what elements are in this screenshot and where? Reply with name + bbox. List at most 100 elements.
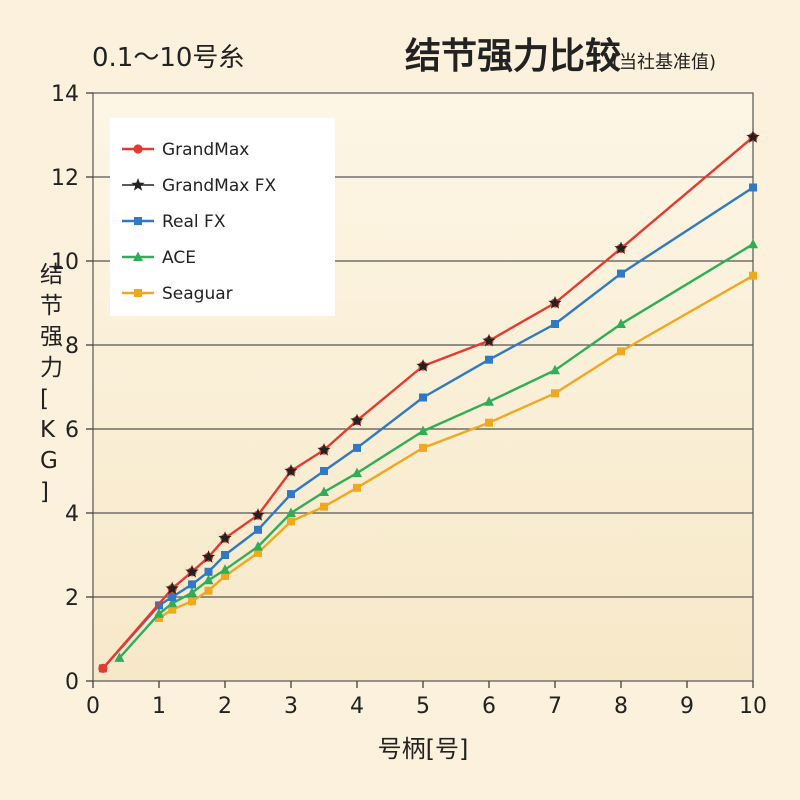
data-point-grandmax-fx [614,241,628,255]
data-point-seaguar [155,614,163,622]
chart-title: 结节强力比较 [405,36,621,77]
x-tick-label: 9 [680,694,694,719]
legend-label: Seaguar [162,284,233,304]
data-point-real-fx [254,525,262,534]
data-point-grandmax-fx [284,464,298,477]
legend-item-real-fx: Real FX [122,212,226,232]
data-point-ace [187,587,197,597]
series-real-fx [98,183,757,673]
data-point-real-fx [287,490,295,499]
data-point-grandmax-fx [416,359,430,372]
data-point-grandmax-fx [350,413,364,427]
series-seaguar [155,271,757,622]
data-point-grandmax-fx [218,531,232,544]
x-tick-label: 1 [152,694,166,719]
x-tick-label: 4 [350,694,364,719]
legend-label: ACE [162,248,196,268]
data-point-seaguar [320,502,328,511]
data-point-grandmax [98,663,108,674]
legend-marker-ace [133,251,143,261]
legend-item-grandmax: GrandMax [122,140,249,160]
y-tick-label: 14 [51,82,79,107]
x-tick-label: 5 [416,694,430,719]
data-point-grandmax-fx [482,333,496,347]
legend-marker-real-fx [134,217,142,225]
y-tick-label: 12 [51,166,79,191]
x-tick-label: 8 [614,694,628,719]
data-point-ace [154,608,164,618]
legend-marker-grandmax [133,144,143,154]
series-lines [98,130,760,674]
data-point-ace [484,396,494,406]
data-point-seaguar [485,418,493,427]
data-point-seaguar [749,271,757,280]
data-point-ace [220,564,230,574]
data-point-ace [114,652,125,662]
data-point-seaguar [419,443,427,452]
data-point-ace [748,238,758,249]
y-tick-label: 10 [51,250,79,275]
data-point-real-fx [204,567,213,576]
x-tick-label: 2 [218,694,232,719]
data-point-real-fx [353,443,361,452]
legend-box [110,118,335,316]
chart-title-note: (当社基准值) [612,52,716,73]
chart-subtitle: 0.1～10号糸 [92,43,244,73]
data-point-grandmax-fx [548,296,562,309]
data-point-real-fx [749,183,757,192]
data-point-seaguar [617,347,625,356]
x-axis-title: 号柄[号] [378,735,469,763]
y-tick-label: 4 [65,502,79,527]
legend-item-ace: ACE [122,248,196,268]
data-point-seaguar [551,389,559,398]
series-grandmax-fx [165,130,760,595]
y-tick-label: 6 [65,418,79,443]
legend: GrandMax GrandMax FX Real FX ACE Seaguar [110,118,335,316]
data-point-ace [352,467,362,478]
x-tick-label: 3 [284,694,298,719]
x-tick-label: 6 [482,694,496,719]
data-point-seaguar [168,605,177,614]
legend-marker-seaguar [134,289,142,297]
data-point-grandmax-fx [201,550,216,563]
data-point-real-fx [320,467,328,475]
legend-marker-grandmax-fx [131,178,145,191]
series-ace [114,238,758,662]
legend-label: Real FX [162,212,226,232]
x-tick-label: 10 [739,694,767,719]
data-point-seaguar [188,597,196,606]
data-point-real-fx [221,551,229,559]
data-point-seaguar [204,586,213,595]
data-point-ace [418,425,428,436]
legend-label: GrandMax [162,140,249,160]
data-point-real-fx [551,320,559,328]
data-point-ace [167,597,178,608]
data-point-real-fx [617,269,625,278]
data-point-ace [550,364,560,375]
data-point-seaguar [221,572,229,580]
data-point-seaguar [353,483,361,492]
data-point-grandmax-fx [317,443,331,456]
legend-item-seaguar: Seaguar [122,284,233,304]
data-point-ace [319,486,329,496]
data-point-ace [203,574,214,585]
y-tick-label: 0 [65,670,79,695]
x-tick-label: 7 [548,694,562,719]
data-point-real-fx [188,580,196,589]
data-point-ace [286,507,296,517]
data-point-grandmax-fx [165,581,179,595]
y-axis-title: 结节强力[K G] [40,262,63,505]
legend-label: GrandMax FX [162,176,276,196]
legend-item-grandmax-fx: GrandMax FX [122,176,276,196]
data-point-seaguar [254,548,262,557]
data-point-real-fx [419,393,427,402]
data-point-real-fx [168,593,177,601]
data-point-seaguar [287,517,295,526]
y-tick-label: 8 [65,334,79,359]
data-point-ace [616,318,626,328]
data-point-grandmax-fx [251,508,265,521]
data-point-grandmax-fx [746,130,760,143]
